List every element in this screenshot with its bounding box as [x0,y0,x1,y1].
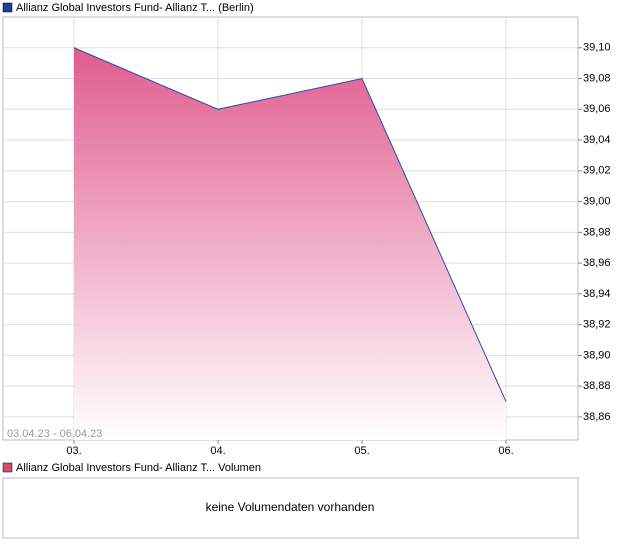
y-tick-label: 39,00 [583,195,611,207]
y-tick-label: 38,94 [583,288,611,300]
y-tick-label: 39,10 [583,42,611,54]
y-tick-label: 39,06 [583,103,611,115]
x-tick-label: 06. [498,445,513,457]
legend-swatch [2,2,13,13]
y-tick-label: 39,04 [583,134,611,146]
volume-message: keine Volumendaten vorhanden [206,500,375,514]
y-tick-label: 38,98 [583,226,611,238]
y-tick-label: 38,90 [583,349,611,361]
x-tick-label: 03. [66,445,81,457]
y-tick-label: 39,08 [583,72,611,84]
area-fill [74,47,506,440]
line [73,47,507,402]
x-tick-label: 05. [354,445,369,457]
legend-swatch [2,462,13,473]
x-tick-label: 04. [210,445,225,457]
legend-label: Allianz Global Investors Fund- Allianz T… [16,462,261,474]
y-tick-label: 38,92 [583,319,611,331]
y-tick-label: 38,88 [583,380,611,392]
y-tick-label: 38,96 [583,257,611,269]
date-range: 03.04.23 - 06.04.23 [7,428,102,440]
y-tick-label: 38,86 [583,411,611,423]
volume-panel [2,477,579,539]
legend-label: Allianz Global Investors Fund- Allianz T… [16,2,254,14]
y-tick-label: 39,02 [583,165,611,177]
